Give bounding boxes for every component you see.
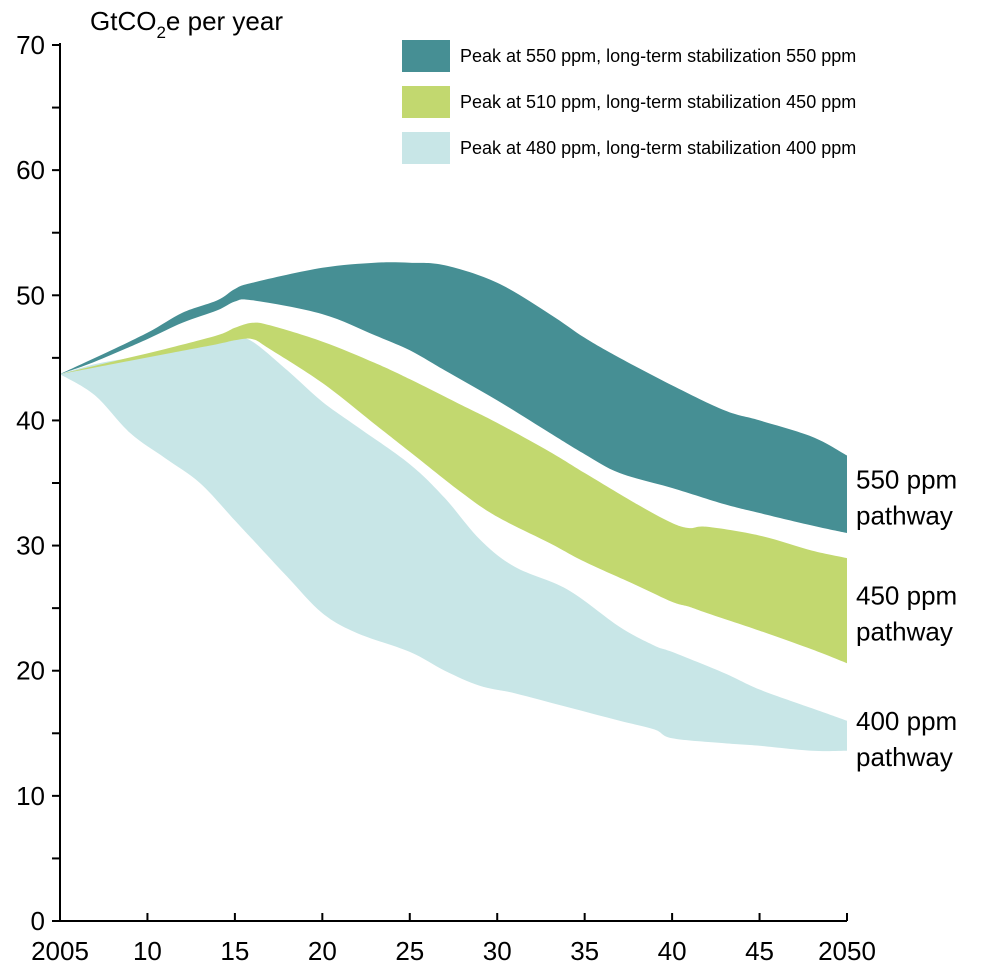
legend-swatch-3 <box>402 132 450 164</box>
y-axis-label-subscript: 2 <box>156 23 165 42</box>
y-tick-label: 30 <box>16 531 45 561</box>
x-tick-label: 20 <box>308 936 337 966</box>
series-area-3 <box>60 338 847 752</box>
y-tick-label: 10 <box>16 781 45 811</box>
pathway-label-1: 550 ppm <box>856 464 957 494</box>
y-axis-label-main: GtCO <box>90 6 156 36</box>
pathway-label-3: 400 ppm <box>856 706 957 736</box>
y-tick-label: 0 <box>31 906 45 936</box>
x-tick-label: 30 <box>483 936 512 966</box>
pathway-label-2: 450 ppm <box>856 581 957 611</box>
x-tick-label: 15 <box>220 936 249 966</box>
y-tick-label: 20 <box>16 656 45 686</box>
legend-label-2: Peak at 510 ppm, long-term stabilization… <box>460 92 856 112</box>
legend-swatch-2 <box>402 86 450 118</box>
axes: 0 10 20 30 40 50 60 70 2005 10 15 20 25 30 35 40 45 2050 <box>16 30 876 966</box>
x-tick-label: 10 <box>133 936 162 966</box>
series-area-1 <box>60 262 847 534</box>
y-tick-label: 40 <box>16 405 45 435</box>
series-area-2 <box>60 322 847 664</box>
y-tick-label: 70 <box>16 30 45 60</box>
x-tick-label: 35 <box>570 936 599 966</box>
legend-swatch-1 <box>402 40 450 72</box>
pathway-label-3: pathway <box>856 742 953 772</box>
y-axis-label-rest: e per year <box>166 6 283 36</box>
y-axis-label: GtCO2e per year <box>90 6 283 42</box>
pathway-label-2: pathway <box>856 617 953 647</box>
x-tick-label: 45 <box>745 936 774 966</box>
pathway-labels: 550 ppm pathway 450 ppm pathway 400 ppm pathw… <box>856 464 957 772</box>
pathway-label-1: pathway <box>856 500 953 530</box>
legend: Peak at 550 ppm, long-term stabilization… <box>402 40 856 164</box>
legend-label-3: Peak at 480 ppm, long-term stabilization… <box>460 138 856 158</box>
x-tick-label: 25 <box>395 936 424 966</box>
y-tick-label: 60 <box>16 155 45 185</box>
legend-label-1: Peak at 550 ppm, long-term stabilization… <box>460 46 856 66</box>
series-areas <box>60 262 847 752</box>
y-tick-label: 50 <box>16 280 45 310</box>
x-tick-label: 40 <box>658 936 687 966</box>
x-tick-label: 2005 <box>31 936 89 966</box>
x-tick-label: 2050 <box>818 936 876 966</box>
